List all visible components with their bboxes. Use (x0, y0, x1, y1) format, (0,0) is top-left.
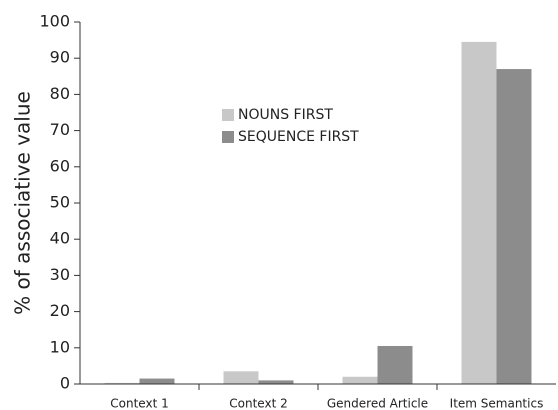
x-tick-label: Gendered Article (327, 397, 428, 410)
y-tick-label: 100 (39, 12, 70, 31)
bar (461, 41, 497, 384)
y-tick-label: 0 (60, 374, 70, 393)
bar (223, 371, 259, 384)
y-tick-label: 20 (50, 301, 70, 320)
y-tick-label: 80 (50, 84, 70, 103)
bar (258, 380, 294, 384)
x-tick-label: Context 2 (229, 397, 287, 410)
bar (104, 382, 140, 384)
y-tick-label: 30 (50, 265, 70, 284)
y-tick-label: 40 (50, 229, 70, 248)
bar (342, 376, 378, 384)
y-axis-label: % of associative value (11, 91, 35, 315)
legend-label: NOUNS FIRST (238, 107, 333, 123)
y-tick-label: 10 (50, 337, 70, 356)
legend-swatch (222, 109, 234, 121)
bar (377, 345, 413, 384)
bar (496, 69, 532, 384)
y-tick-label: 60 (50, 156, 70, 175)
legend-label: SEQUENCE FIRST (238, 129, 359, 145)
y-tick-label: 90 (50, 48, 70, 67)
y-tick-label: 70 (50, 120, 70, 139)
y-tick-label: 50 (50, 193, 70, 212)
x-tick-label: Item Semantics (450, 397, 544, 410)
x-tick-label: Context 1 (110, 397, 168, 410)
legend-swatch (222, 131, 234, 143)
bar (139, 378, 175, 384)
